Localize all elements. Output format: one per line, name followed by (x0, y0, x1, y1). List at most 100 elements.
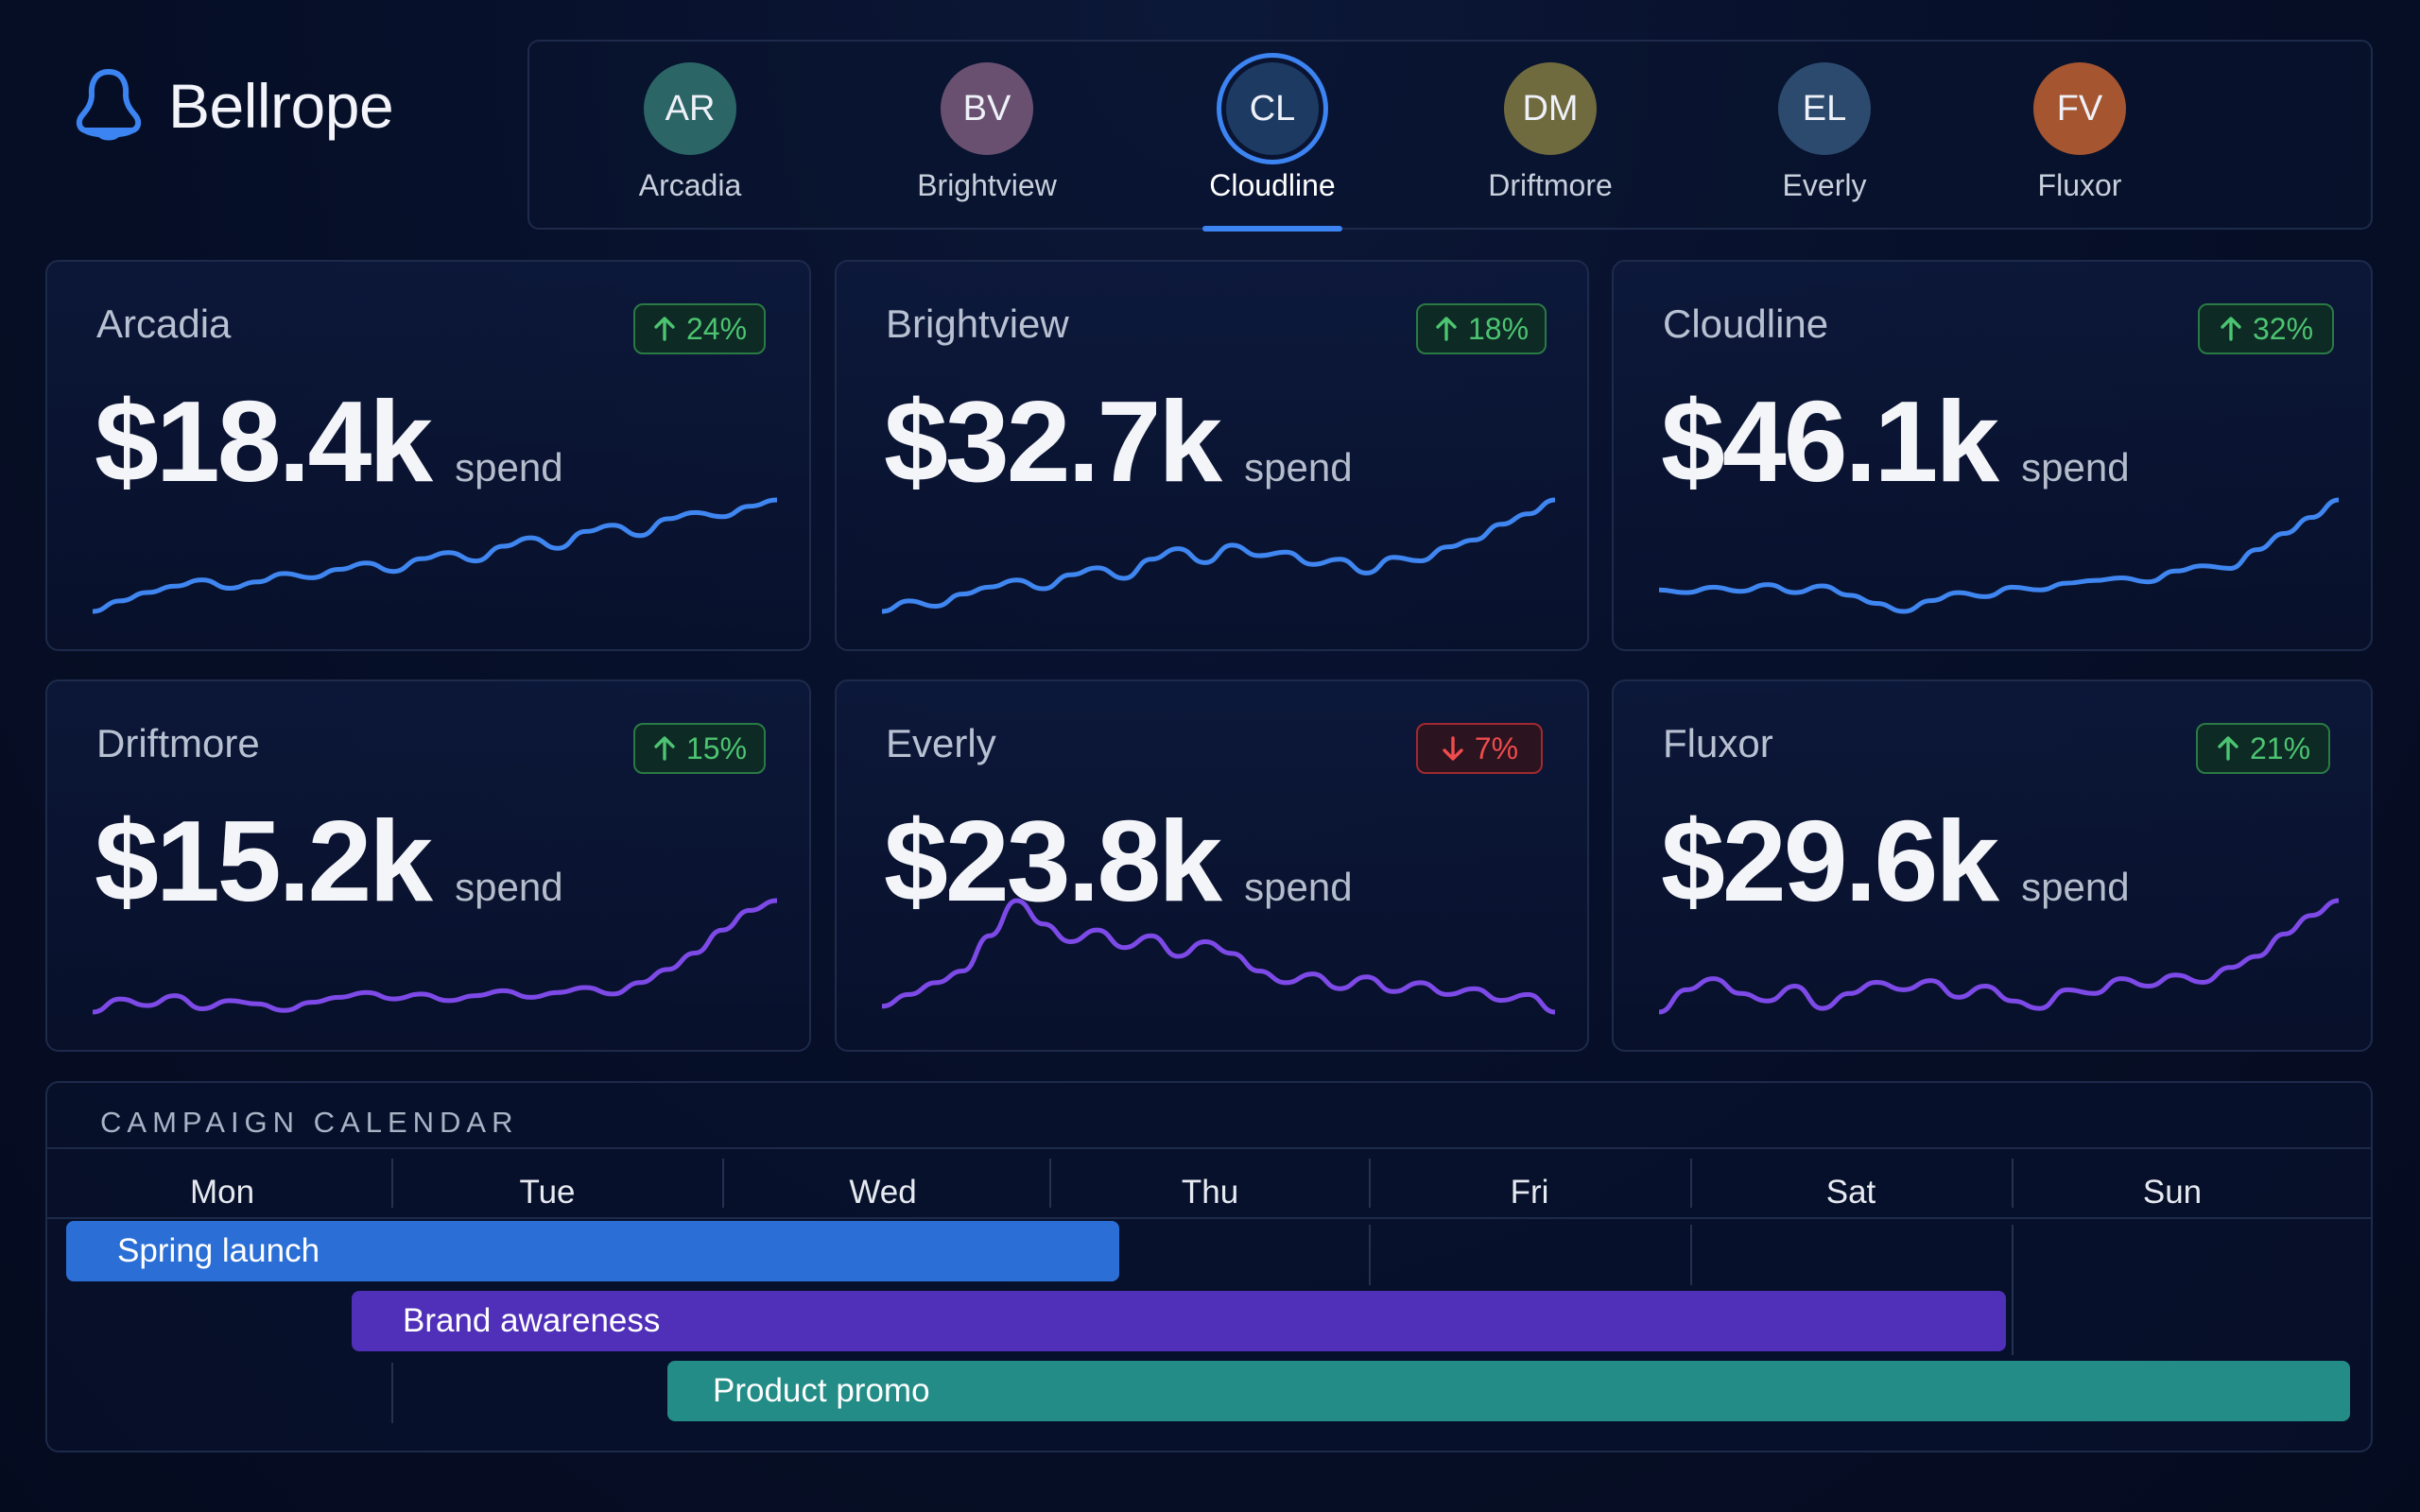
tab-label: Brightview (917, 168, 1057, 202)
day-divider (2012, 1225, 2014, 1355)
client-tab-everly[interactable]: EL Everly (1720, 42, 1928, 232)
spend-unit: spend (2021, 865, 2130, 909)
campaign-bar-product-promo[interactable]: Product promo (667, 1361, 2350, 1421)
card-title: Driftmore (96, 721, 260, 765)
day-divider (391, 1363, 393, 1423)
spend-unit: spend (1244, 445, 1353, 490)
sparkline-path (1659, 901, 2339, 1012)
day-header-thu: Thu (1181, 1174, 1239, 1211)
active-tab-indicator (1202, 226, 1342, 232)
day-divider (1369, 1159, 1371, 1208)
avatar: BV (941, 62, 1033, 155)
arrow-up-icon (2221, 317, 2241, 341)
spend-value: $46.1k (1661, 377, 1999, 506)
client-tab-fluxor[interactable]: FV Fluxor (1976, 42, 2184, 232)
divider (47, 1147, 2371, 1149)
day-header-tue: Tue (519, 1174, 576, 1211)
campaign-bar-spring-launch[interactable]: Spring launch (66, 1221, 1119, 1281)
sparkline-path (93, 901, 777, 1012)
tab-label: Arcadia (638, 168, 742, 202)
tab-label: Fluxor (2037, 168, 2122, 202)
change-value: 32% (2252, 311, 2314, 346)
kpi: $23.8k spend (884, 795, 1353, 927)
client-tab-arcadia[interactable]: AR Arcadia (586, 42, 794, 232)
avatar: FV (2033, 62, 2126, 155)
brand: Bellrope (72, 59, 394, 153)
sparkline (1659, 494, 2339, 617)
sparkline (93, 895, 777, 1018)
day-divider (391, 1159, 393, 1208)
day-divider (1690, 1159, 1692, 1208)
day-header-wed: Wed (849, 1174, 917, 1211)
kpi-card-cloudline[interactable]: Cloudline 32% $46.1k spend (1612, 260, 2373, 651)
spend-unit: spend (455, 865, 563, 909)
calendar-title: CAMPAIGN CALENDAR (100, 1106, 519, 1139)
client-switcher: AR Arcadia BV Brightview CL Cloudline DM… (527, 40, 2373, 232)
campaign-calendar: CAMPAIGN CALENDAR Mon Tue Wed Thu Fri Sa… (45, 1081, 2373, 1452)
day-divider (1369, 1225, 1371, 1285)
sparkline-path (93, 500, 777, 611)
day-divider (1049, 1159, 1051, 1208)
change-value: 24% (685, 311, 748, 346)
client-tab-brightview[interactable]: BV Brightview (883, 42, 1091, 232)
kpi-card-driftmore[interactable]: Driftmore 15% $15.2k spend (45, 679, 811, 1052)
sparkline-path (1659, 500, 2339, 611)
campaign-bar-brand-awareness[interactable]: Brand awareness (352, 1291, 2006, 1351)
divider (47, 1217, 2371, 1219)
arrow-down-icon (1443, 736, 1463, 761)
change-badge: 32% (2198, 303, 2334, 354)
day-header-sat: Sat (1825, 1174, 1876, 1211)
brand-name: Bellrope (168, 71, 394, 141)
spend-unit: spend (1244, 865, 1353, 909)
day-header-fri: Fri (1510, 1174, 1549, 1211)
change-value: 18% (1467, 311, 1530, 346)
card-title: Cloudline (1663, 301, 1829, 346)
card-title: Arcadia (96, 301, 232, 346)
spend-unit: spend (2021, 445, 2130, 490)
day-header-mon: Mon (189, 1174, 255, 1211)
change-value: 15% (685, 730, 748, 765)
kpi-card-fluxor[interactable]: Fluxor 21% $29.6k spend (1612, 679, 2373, 1052)
tab-label: Driftmore (1488, 168, 1613, 202)
tab-label: Cloudline (1209, 168, 1336, 202)
day-header-sun: Sun (2142, 1174, 2203, 1211)
change-badge: 15% (633, 723, 766, 774)
kpi: $32.7k spend (884, 375, 1353, 507)
client-tab-driftmore[interactable]: DM Driftmore (1446, 42, 1654, 232)
arrow-up-icon (654, 736, 675, 761)
avatar: AR (644, 62, 736, 155)
change-badge: 7% (1416, 723, 1543, 774)
change-badge: 24% (633, 303, 766, 354)
kpi: $29.6k spend (1661, 795, 2130, 927)
day-divider (1690, 1225, 1692, 1285)
change-value: 21% (2249, 730, 2311, 765)
spend-unit: spend (455, 445, 563, 490)
spend-value: $29.6k (1661, 797, 1999, 925)
sparkline (882, 895, 1555, 1018)
spend-value: $32.7k (884, 377, 1222, 506)
avatar: EL (1778, 62, 1871, 155)
bell-icon (76, 69, 142, 141)
kpi: $46.1k spend (1661, 375, 2130, 507)
sparkline (1659, 895, 2339, 1018)
client-tab-cloudline[interactable]: CL Cloudline (1168, 42, 1376, 232)
arrow-up-icon (2218, 736, 2238, 761)
tab-label: Everly (1782, 168, 1867, 202)
day-divider (2012, 1159, 2014, 1208)
sparkline-path (882, 901, 1555, 1012)
arrow-up-icon (654, 317, 675, 341)
kpi-card-arcadia[interactable]: Arcadia 24% $18.4k spend (45, 260, 811, 651)
arrow-up-icon (1436, 317, 1457, 341)
card-title: Everly (886, 721, 996, 765)
sparkline-path (882, 500, 1555, 611)
card-title: Fluxor (1663, 721, 1773, 765)
spend-value: $18.4k (95, 377, 433, 506)
card-title: Brightview (886, 301, 1069, 346)
kpi-card-everly[interactable]: Everly 7% $23.8k spend (835, 679, 1589, 1052)
spend-value: $23.8k (884, 797, 1222, 925)
change-badge: 18% (1416, 303, 1547, 354)
avatar: DM (1504, 62, 1597, 155)
sparkline (93, 494, 777, 617)
kpi: $18.4k spend (95, 375, 563, 507)
kpi-card-brightview[interactable]: Brightview 18% $32.7k spend (835, 260, 1589, 651)
